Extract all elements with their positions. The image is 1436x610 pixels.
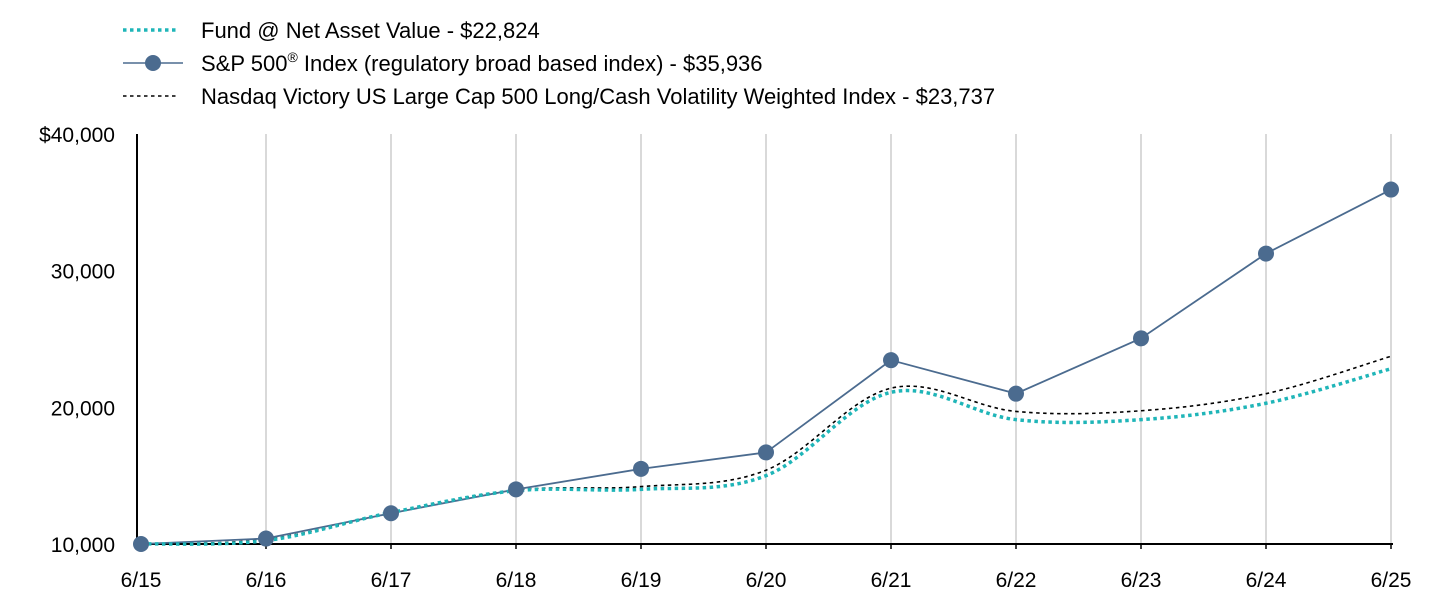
marker-sp500-6-21 — [883, 352, 899, 369]
legend: Fund @ Net Asset Value - $22,824 S&P 500… — [123, 18, 995, 109]
x-tick-label: 6/22 — [996, 569, 1037, 592]
x-tick-label: 6/24 — [1246, 569, 1287, 592]
marker-sp500-6-17 — [383, 505, 399, 522]
x-tick-labels: 6/15 6/16 6/17 6/18 6/19 6/20 6/21 6/22 6/23 6/24… — [121, 569, 1412, 592]
marker-sp500-6-22 — [1008, 385, 1024, 402]
marker-sp500-6-24 — [1258, 245, 1274, 262]
y-tick-label: $40,000 — [39, 124, 115, 147]
y-tick-label: 30,000 — [51, 261, 115, 284]
y-tick-labels: $40,000 30,000 20,000 10,000 — [39, 124, 115, 557]
x-tick-label: 6/23 — [1121, 569, 1162, 592]
legend-label-sp500-sup: ® — [287, 49, 298, 65]
x-tick-label: 6/21 — [871, 569, 912, 592]
marker-sp500-6-23 — [1133, 330, 1149, 347]
legend-label-nasdaq: Nasdaq Victory US Large Cap 500 Long/Cas… — [201, 84, 995, 109]
legend-label-sp500-rest: Index (regulatory broad based index) - $… — [298, 51, 763, 76]
series-line-nasdaq — [140, 355, 1392, 545]
legend-item-sp500: S&P 500® Index (regulatory broad based i… — [123, 49, 763, 76]
x-tick-label: 6/18 — [496, 569, 537, 592]
x-tick-label: 6/20 — [746, 569, 787, 592]
x-tick-label: 6/25 — [1371, 569, 1412, 592]
marker-sp500-6-16 — [258, 530, 274, 547]
x-tick-label: 6/16 — [246, 569, 287, 592]
axes — [136, 134, 1393, 549]
legend-item-fund: Fund @ Net Asset Value - $22,824 — [123, 18, 540, 43]
legend-marker-sp500 — [145, 55, 161, 71]
marker-sp500-6-18 — [508, 481, 524, 498]
legend-label-sp500-main: S&P 500 — [201, 51, 287, 76]
marker-sp500-6-20 — [758, 444, 774, 461]
legend-label-sp500: S&P 500® Index (regulatory broad based i… — [201, 49, 763, 76]
y-tick-label: 20,000 — [51, 397, 115, 420]
marker-sp500-6-19 — [633, 460, 649, 477]
x-tick-label: 6/17 — [371, 569, 412, 592]
marker-sp500-6-15 — [133, 536, 149, 552]
markers — [133, 181, 1399, 552]
marker-sp500-6-25 — [1383, 181, 1399, 198]
x-tick-label: 6/19 — [621, 569, 662, 592]
y-tick-label: 10,000 — [51, 534, 115, 557]
legend-label-fund: Fund @ Net Asset Value - $22,824 — [201, 18, 540, 43]
x-tick-label: 6/15 — [121, 569, 162, 592]
legend-item-nasdaq: Nasdaq Victory US Large Cap 500 Long/Cas… — [123, 84, 995, 109]
series-line-fund — [140, 367, 1392, 546]
gridlines — [265, 134, 1392, 544]
